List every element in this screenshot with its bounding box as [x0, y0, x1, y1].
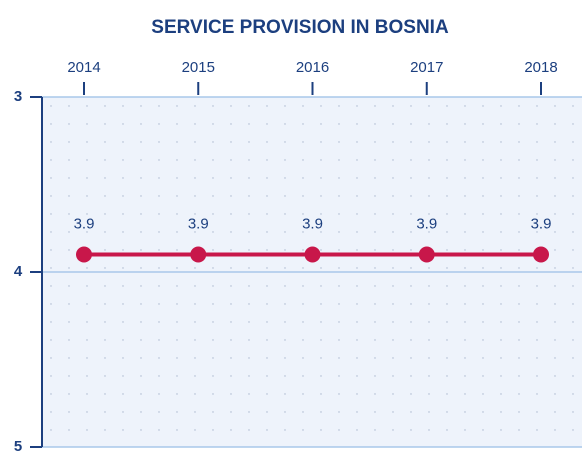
x-tick-label: 2014 — [67, 59, 100, 76]
point — [418, 246, 435, 263]
data-label: 3.9 — [302, 215, 323, 232]
data-label: 3.9 — [531, 215, 552, 232]
chart-title: SERVICE PROVISION IN BOSNIA — [151, 17, 449, 38]
y-tick-label: 5 — [14, 438, 22, 455]
data-label: 3.9 — [188, 215, 209, 232]
point — [304, 246, 321, 263]
x-tick-label: 2015 — [182, 59, 215, 76]
data-label: 3.9 — [416, 215, 437, 232]
x-tick-label: 2016 — [296, 59, 329, 76]
y-tick-label: 3 — [14, 88, 22, 105]
point — [533, 246, 549, 263]
point — [76, 246, 92, 263]
data-label: 3.9 — [74, 215, 95, 232]
y-tick-label: 4 — [14, 263, 23, 280]
point — [190, 246, 207, 263]
x-tick-label: 2017 — [410, 59, 443, 76]
x-tick-label: 2018 — [524, 59, 557, 76]
